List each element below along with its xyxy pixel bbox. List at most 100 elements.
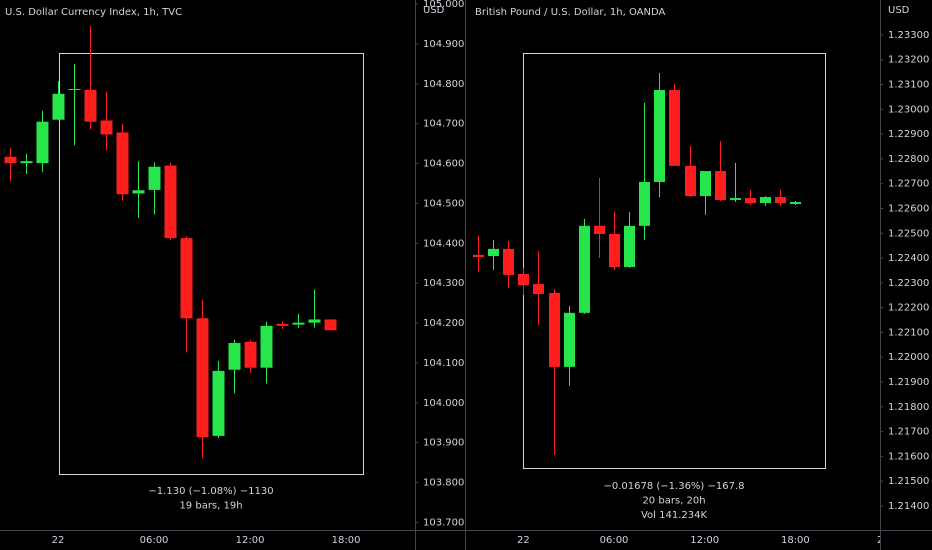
candle-body <box>609 234 620 267</box>
y-tick-label: 104.700 <box>423 119 464 130</box>
axis-unit: USD <box>888 5 910 16</box>
y-tick-label: 1.22900 <box>888 129 929 140</box>
y-tick-label: 1.22000 <box>888 352 929 363</box>
y-tick-label: 1.22800 <box>888 154 929 165</box>
y-tick-label: 104.200 <box>423 318 464 329</box>
measure-label: −1.130 (−1.08%) −1130 <box>148 486 273 497</box>
candle-body <box>52 93 65 120</box>
x-tick-label: 22 <box>517 535 530 546</box>
y-tick-label: 105.000 <box>423 0 464 10</box>
y-tick-label: 104.100 <box>423 358 464 369</box>
candle-body <box>639 181 650 226</box>
y-tick-label: 104.500 <box>423 198 464 209</box>
candle-body <box>324 319 337 331</box>
measure-label: Vol 141.234K <box>641 510 707 521</box>
measure-box <box>523 53 826 469</box>
candle-body <box>180 238 193 319</box>
y-tick-label: 1.21800 <box>888 402 929 413</box>
candle-body <box>164 165 177 239</box>
candle-body <box>669 89 680 166</box>
y-tick-label: 104.400 <box>423 238 464 249</box>
candle-body <box>228 342 241 370</box>
y-tick-label: 104.000 <box>423 398 464 409</box>
candle-body <box>276 323 289 326</box>
y-tick-label: 104.300 <box>423 278 464 289</box>
candle-body <box>488 248 499 257</box>
candle-body <box>760 197 771 204</box>
candle-body <box>148 166 161 190</box>
candle-body <box>685 165 696 197</box>
candle-body <box>308 319 321 323</box>
candle-body <box>715 171 726 201</box>
measure-label: 20 bars, 20h <box>642 496 705 507</box>
y-tick-label: 1.23300 <box>888 30 929 41</box>
candle-body <box>68 88 81 90</box>
chart-panel: 22 06:00 12:00 18:00 2 <box>473 72 883 546</box>
candle-body <box>244 341 257 368</box>
candle-body <box>790 202 801 205</box>
y-tick-label: 1.22500 <box>888 228 929 239</box>
candle-body <box>745 198 756 204</box>
candle-body <box>4 156 17 164</box>
y-tick-label: 1.22600 <box>888 203 929 214</box>
x-tick-label: 2 <box>877 535 883 546</box>
candle-body <box>564 312 575 367</box>
candle-body <box>84 89 97 122</box>
candle-body <box>549 293 560 367</box>
y-tick-label: 1.22400 <box>888 253 929 264</box>
candle-body <box>212 370 225 436</box>
chart-panel: 22 06:00 12:00 18:00 <box>4 25 361 546</box>
candle-body <box>260 325 273 368</box>
x-tick-label: 06:00 <box>140 535 169 546</box>
x-tick-label: 22 <box>52 535 65 546</box>
candle-body <box>100 120 113 135</box>
x-tick-label: 18:00 <box>332 535 361 546</box>
y-tick-label: 103.800 <box>423 478 464 489</box>
candle-body <box>594 225 605 235</box>
y-tick-label: 1.23000 <box>888 104 929 115</box>
candle-body <box>36 121 49 164</box>
y-tick-label: 103.700 <box>423 517 464 528</box>
x-tick-label: 12:00 <box>690 535 719 546</box>
candle-body <box>700 171 711 197</box>
candle-body <box>20 161 33 164</box>
y-tick-label: 1.22300 <box>888 278 929 289</box>
y-tick-label: 1.21900 <box>888 377 929 388</box>
measure-label: 19 bars, 19h <box>179 501 242 512</box>
y-tick-label: 1.21400 <box>888 501 929 512</box>
y-tick-label: 104.800 <box>423 79 464 90</box>
y-tick-label: 103.900 <box>423 438 464 449</box>
x-tick-label: 12:00 <box>236 535 265 546</box>
candle-body <box>132 190 145 194</box>
candle-body <box>518 273 529 286</box>
candle-body <box>775 197 786 204</box>
axis-unit: USD <box>423 5 445 16</box>
y-tick-label: 104.900 <box>423 39 464 50</box>
candle-body <box>116 132 129 195</box>
candle-body <box>292 322 305 325</box>
candle-body <box>579 225 590 313</box>
x-tick-label: 06:00 <box>600 535 629 546</box>
y-tick-label: 1.21600 <box>888 451 929 462</box>
candle-body <box>196 318 209 438</box>
candle-body <box>533 284 544 295</box>
chart-title: British Pound / U.S. Dollar, 1h, OANDA <box>475 7 665 18</box>
y-tick-label: 1.23200 <box>888 55 929 66</box>
y-tick-label: 1.22700 <box>888 179 929 190</box>
candle-body <box>473 254 484 258</box>
measure-box <box>59 53 364 475</box>
candle-body <box>624 225 635 267</box>
candle-body <box>654 89 665 182</box>
chart-title: U.S. Dollar Currency Index, 1h, TVC <box>5 7 182 18</box>
y-tick-label: 104.600 <box>423 159 464 170</box>
y-tick-label: 1.22200 <box>888 303 929 314</box>
y-tick-label: 1.21500 <box>888 476 929 487</box>
x-tick-label: 18:00 <box>781 535 810 546</box>
y-tick-label: 1.22100 <box>888 327 929 338</box>
candle-body <box>730 198 741 201</box>
measure-label: −0.01678 (−1.36%) −167.8 <box>603 481 744 492</box>
candle-body <box>503 248 514 275</box>
y-tick-label: 1.23100 <box>888 80 929 91</box>
y-tick-label: 1.21700 <box>888 427 929 438</box>
